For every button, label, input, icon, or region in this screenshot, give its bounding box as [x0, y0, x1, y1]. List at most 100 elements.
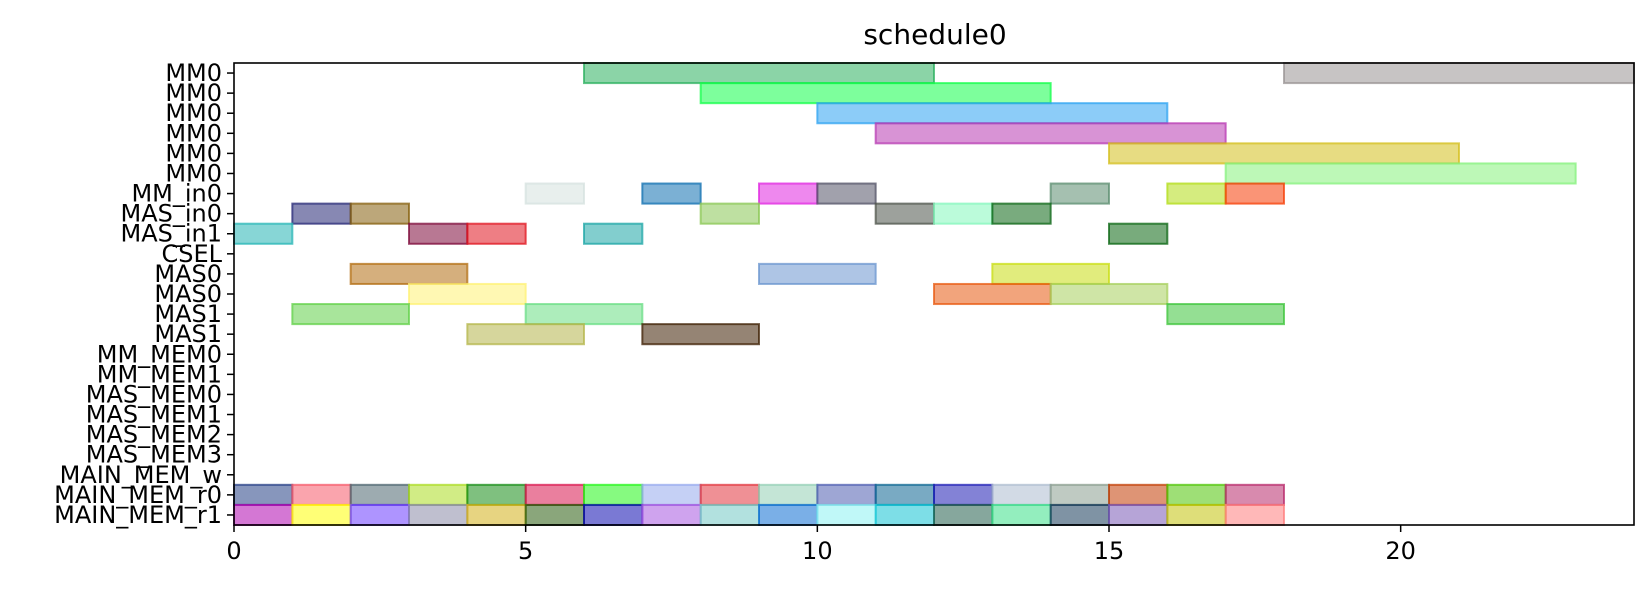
gantt-bar	[1224, 483, 1285, 506]
gantt-bar	[933, 483, 994, 506]
gantt-bar	[349, 202, 410, 225]
gantt-bar	[1108, 142, 1460, 165]
gantt-bar	[524, 303, 644, 326]
gantt-bar	[991, 503, 1052, 527]
gantt-bar	[291, 483, 352, 506]
y-tick-label: MAIN_MEM_r0	[54, 481, 222, 509]
gantt-bar	[874, 483, 936, 506]
gantt-bar	[1283, 62, 1635, 85]
y-tick-label: MM0	[165, 59, 222, 87]
gantt-bar	[1166, 182, 1227, 205]
x-tick-label: 10	[802, 537, 833, 565]
gantt-bar	[1224, 503, 1285, 527]
x-tick-label: 0	[226, 537, 241, 565]
y-tick-label: MAS_MEM3	[86, 441, 222, 469]
bars-layer	[233, 62, 1635, 527]
gantt-bar	[408, 282, 527, 306]
y-tick-label: MM0	[165, 159, 222, 187]
gantt-bar	[1108, 222, 1169, 245]
gantt-bar	[699, 483, 761, 506]
gantt-bar	[466, 323, 586, 346]
x-tick-label: 15	[1094, 537, 1125, 565]
gantt-bar	[816, 503, 877, 527]
gantt-bar	[641, 503, 702, 527]
gantt-bar	[291, 202, 352, 225]
gantt-bar	[758, 262, 877, 285]
y-tick-label: MAS_MEM2	[86, 421, 222, 449]
y-tick-label: MM_MEM1	[97, 360, 222, 388]
gantt-bar	[758, 182, 819, 205]
gantt-bar	[408, 503, 469, 527]
gantt-bar	[583, 62, 935, 85]
gantt-bar	[233, 222, 294, 245]
gantt-bar	[1108, 503, 1169, 527]
y-tick-label: MM0	[165, 119, 222, 147]
gantt-bar	[349, 483, 410, 506]
y-tick-label: MAS0	[154, 260, 222, 288]
gantt-bar	[1049, 182, 1110, 205]
gantt-bar	[699, 202, 761, 225]
gantt-bar	[874, 122, 1227, 145]
gantt-bar	[408, 483, 469, 506]
gantt-bar	[991, 483, 1052, 506]
gantt-bar	[1049, 503, 1110, 527]
gantt-bar	[408, 222, 469, 245]
y-tick-label: MAS0	[154, 280, 222, 308]
gantt-bar	[1049, 282, 1169, 306]
y-tick-label: MAS_in0	[120, 200, 222, 228]
y-tick-label: MM_MEM0	[97, 340, 222, 368]
gantt-bar	[641, 483, 702, 506]
gantt-bar	[349, 503, 410, 527]
y-tick-label: MM0	[165, 139, 222, 167]
gantt-bar	[524, 503, 586, 527]
y-tick-label: MAS_in1	[120, 220, 222, 248]
y-tick-label: CSEL	[161, 240, 222, 268]
chart-title: schedule0	[863, 18, 1006, 51]
gantt-bar	[524, 182, 586, 205]
y-tick-label: MM_in0	[131, 180, 222, 208]
gantt-bar	[291, 303, 411, 326]
gantt-bar	[641, 323, 760, 346]
x-axis: 0 5 10 15 20	[226, 525, 1416, 565]
gantt-bar	[291, 503, 352, 527]
gantt-bar	[233, 483, 294, 506]
gantt-bar	[466, 483, 527, 506]
gantt-bar	[991, 262, 1110, 285]
y-tick-label: MAS_MEM1	[86, 401, 222, 429]
gantt-bar	[1224, 182, 1285, 205]
y-tick-label: MM0	[165, 79, 222, 107]
gantt-bar	[233, 503, 294, 527]
gantt-bar	[933, 282, 1052, 306]
gantt-bar	[1108, 483, 1169, 506]
gantt-bar	[758, 483, 819, 506]
y-tick-label: MAS1	[154, 320, 222, 348]
gantt-bar	[583, 222, 644, 245]
x-tick-label: 5	[518, 537, 533, 565]
gantt-bar	[641, 182, 702, 205]
y-tick-label: MAIN_MEM_r1	[54, 501, 222, 529]
gantt-bar	[466, 503, 527, 527]
gantt-bar	[933, 503, 994, 527]
gantt-bar	[816, 182, 877, 205]
y-tick-label: MAIN_MEM_w	[60, 461, 222, 489]
gantt-bar	[991, 202, 1052, 225]
gantt-bar	[1166, 303, 1286, 326]
gantt-bar	[583, 483, 644, 506]
gantt-bar	[874, 503, 936, 527]
gantt-bar	[1049, 483, 1110, 506]
y-tick-label: MAS1	[154, 300, 222, 328]
y-tick-label: MM0	[165, 99, 222, 127]
gantt-bar	[699, 82, 1052, 105]
gantt-bar	[1166, 503, 1227, 527]
gantt-bar	[583, 503, 644, 527]
y-axis: MM0MM0MM0MM0MM0MM0MM_in0MAS_in0MAS_in1CS…	[54, 59, 234, 529]
gantt-bar	[699, 503, 761, 527]
gantt-bar	[466, 222, 527, 245]
gantt-bar	[933, 202, 994, 225]
x-tick-label: 20	[1385, 537, 1416, 565]
gantt-bar	[816, 483, 877, 506]
gantt-bar	[349, 262, 469, 285]
gantt-bar	[816, 102, 1169, 125]
y-tick-label: MAS_MEM0	[86, 380, 222, 408]
